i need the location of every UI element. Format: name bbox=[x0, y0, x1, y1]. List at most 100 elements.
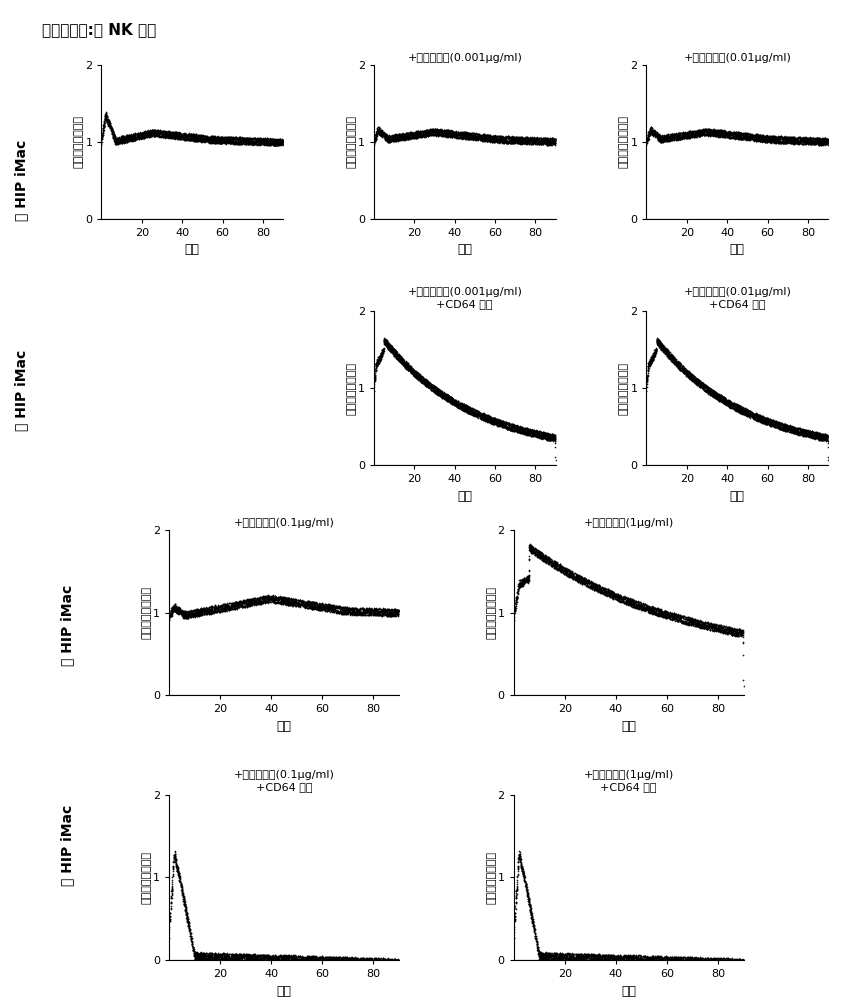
Point bbox=[359, 603, 372, 619]
Point bbox=[429, 125, 442, 141]
Title: +阿仑珠单抗(0.1μg/ml): +阿仑珠单抗(0.1μg/ml) bbox=[233, 518, 334, 528]
Point bbox=[695, 614, 708, 630]
Point bbox=[663, 956, 676, 972]
Point bbox=[572, 952, 586, 968]
Point bbox=[428, 384, 441, 400]
Point bbox=[506, 418, 520, 434]
Point bbox=[257, 952, 270, 968]
Point bbox=[216, 133, 230, 149]
Point bbox=[544, 948, 557, 964]
Point bbox=[819, 428, 832, 444]
Point bbox=[696, 618, 710, 634]
Point bbox=[457, 125, 470, 141]
Point bbox=[635, 597, 648, 613]
Point bbox=[420, 379, 434, 395]
Point bbox=[235, 131, 248, 147]
Point bbox=[241, 947, 255, 963]
Point bbox=[443, 123, 457, 139]
Point bbox=[742, 403, 755, 419]
Point bbox=[182, 132, 196, 148]
Point bbox=[132, 128, 145, 144]
Point bbox=[420, 373, 434, 389]
Point bbox=[735, 400, 749, 416]
Point bbox=[571, 947, 585, 963]
Point bbox=[253, 947, 267, 963]
Point bbox=[399, 355, 413, 371]
Point bbox=[544, 430, 557, 446]
Point bbox=[356, 607, 370, 623]
Point bbox=[606, 585, 619, 601]
Point bbox=[641, 128, 654, 144]
Point bbox=[481, 411, 495, 427]
Point bbox=[452, 126, 466, 142]
Point bbox=[223, 953, 236, 969]
Point bbox=[404, 125, 418, 141]
Point bbox=[485, 133, 499, 149]
Point bbox=[745, 408, 759, 424]
Point bbox=[203, 599, 217, 615]
Point bbox=[431, 382, 445, 398]
Point bbox=[252, 593, 266, 609]
Point bbox=[166, 860, 180, 876]
Point bbox=[395, 126, 408, 142]
Point bbox=[656, 955, 669, 971]
Point bbox=[286, 593, 300, 609]
Point bbox=[466, 407, 479, 423]
Point bbox=[551, 560, 565, 576]
Point bbox=[468, 126, 482, 142]
Point bbox=[435, 385, 448, 401]
Point bbox=[269, 948, 283, 964]
Point bbox=[528, 424, 542, 440]
Point bbox=[379, 334, 392, 350]
Point bbox=[780, 133, 793, 149]
Point bbox=[182, 126, 196, 142]
Point bbox=[493, 418, 506, 434]
Point bbox=[173, 126, 187, 142]
Point bbox=[538, 945, 551, 961]
Point bbox=[398, 359, 412, 375]
Point bbox=[255, 949, 268, 965]
Point bbox=[794, 427, 808, 443]
Point bbox=[702, 380, 716, 396]
Point bbox=[478, 408, 491, 424]
Point bbox=[418, 125, 431, 141]
Point bbox=[576, 949, 590, 965]
Point bbox=[446, 392, 459, 408]
Point bbox=[286, 594, 300, 610]
Point bbox=[354, 601, 368, 617]
Point bbox=[792, 420, 805, 436]
Point bbox=[391, 128, 404, 144]
Point bbox=[395, 126, 408, 142]
Point bbox=[219, 132, 232, 148]
Point bbox=[538, 947, 551, 963]
Point bbox=[379, 957, 392, 973]
Point bbox=[204, 134, 218, 150]
Point bbox=[649, 335, 663, 351]
Point bbox=[318, 601, 332, 617]
Point bbox=[700, 125, 713, 141]
Point bbox=[798, 423, 812, 439]
Point bbox=[378, 956, 392, 972]
Point bbox=[667, 350, 680, 366]
Point bbox=[235, 136, 249, 152]
Point bbox=[729, 621, 743, 637]
Point bbox=[490, 414, 503, 430]
Point bbox=[798, 135, 812, 151]
Point bbox=[532, 547, 545, 563]
Point bbox=[517, 131, 530, 147]
Point bbox=[236, 594, 250, 610]
Point bbox=[778, 419, 792, 435]
Point bbox=[352, 956, 365, 972]
Point bbox=[755, 132, 768, 148]
Point bbox=[674, 613, 688, 629]
Point bbox=[484, 415, 498, 431]
Point bbox=[276, 593, 289, 609]
Point bbox=[819, 430, 832, 446]
Point bbox=[718, 394, 732, 410]
Point bbox=[641, 126, 655, 142]
Point bbox=[422, 379, 436, 395]
Point bbox=[493, 416, 506, 432]
Point bbox=[493, 417, 506, 433]
Point bbox=[549, 561, 563, 577]
Point bbox=[523, 900, 537, 916]
